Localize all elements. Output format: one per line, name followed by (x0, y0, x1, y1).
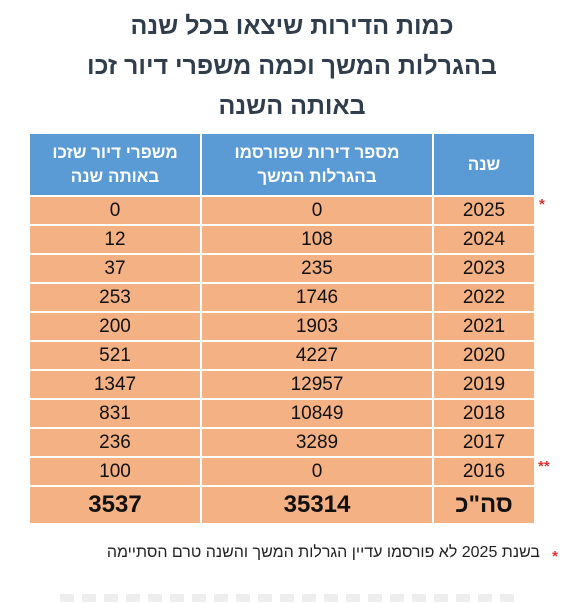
cell-winners: 12 (28, 224, 202, 255)
page-title: כמות הדירות שיצאו בכל שנה בהגרלות המשך ו… (0, 6, 584, 126)
cell-winners: 236 (28, 427, 202, 458)
cell-year: 2023 (432, 253, 536, 284)
cell-winners: 521 (28, 340, 202, 371)
table-row: 2021 1903 200 (28, 311, 536, 342)
cell-year: 2017 (432, 427, 536, 458)
table-row: 2025 0 0 (28, 195, 536, 226)
cell-apartments: 0 (200, 456, 434, 487)
table-row: 2024 108 12 (28, 224, 536, 255)
table-row: 2019 12957 1347 (28, 369, 536, 400)
table-row: 2017 3289 236 (28, 427, 536, 458)
table-row: 2023 235 37 (28, 253, 536, 284)
title-line-3: באותה השנה (218, 92, 366, 120)
cell-apartments: 10849 (200, 398, 434, 429)
footnote-asterisk: * (552, 548, 558, 565)
title-line-1: כמות הדירות שיצאו בכל שנה (130, 12, 454, 40)
cell-apartments: 1903 (200, 311, 434, 342)
cell-winners: 200 (28, 311, 202, 342)
cell-winners: 100 (28, 456, 202, 487)
header-year: שנה (432, 132, 536, 197)
apartments-table: שנה מספר דירות שפורסמו בהגרלות המשך משפר… (28, 132, 536, 525)
cell-apartments: 4227 (200, 340, 434, 371)
cell-winners: 831 (28, 398, 202, 429)
footnote-text: בשנת 2025 לא פורסמו עדיין הגרלות המשך וה… (106, 544, 540, 561)
header-apartments: מספר דירות שפורסמו בהגרלות המשך (200, 132, 434, 197)
table-header-row: שנה מספר דירות שפורסמו בהגרלות המשך משפר… (28, 132, 536, 197)
table-row: 2018 10849 831 (28, 398, 536, 429)
cell-winners: 253 (28, 282, 202, 313)
cell-apartments: 12957 (200, 369, 434, 400)
cell-winners: 0 (28, 195, 202, 226)
table-row: 2016 0 100 (28, 456, 536, 487)
total-label: סה"כ (432, 485, 536, 525)
double-asterisk-mark-2016: ** (538, 458, 550, 475)
cell-year: 2018 (432, 398, 536, 429)
total-apartments: 35314 (200, 485, 434, 525)
table-row: 2020 4227 521 (28, 340, 536, 371)
cell-year: 2020 (432, 340, 536, 371)
header-winners: משפרי דיור שזכו באותה שנה (28, 132, 202, 197)
cell-winners: 1347 (28, 369, 202, 400)
cell-apartments: 108 (200, 224, 434, 255)
table-total-row: סה"כ 35314 3537 (28, 485, 536, 525)
faded-bottom-strip (60, 594, 520, 602)
title-line-2: בהגרלות המשך וכמה משפרי דיור זכו (87, 52, 497, 80)
asterisk-mark-2025: * (539, 196, 545, 213)
total-winners: 3537 (28, 485, 202, 525)
cell-year: 2025 (432, 195, 536, 226)
table-row: 2022 1746 253 (28, 282, 536, 313)
cell-year: 2022 (432, 282, 536, 313)
cell-year: 2024 (432, 224, 536, 255)
cell-apartments: 1746 (200, 282, 434, 313)
cell-year: 2016 (432, 456, 536, 487)
cell-year: 2021 (432, 311, 536, 342)
cell-apartments: 235 (200, 253, 434, 284)
cell-winners: 37 (28, 253, 202, 284)
cell-apartments: 3289 (200, 427, 434, 458)
cell-apartments: 0 (200, 195, 434, 226)
cell-year: 2019 (432, 369, 536, 400)
